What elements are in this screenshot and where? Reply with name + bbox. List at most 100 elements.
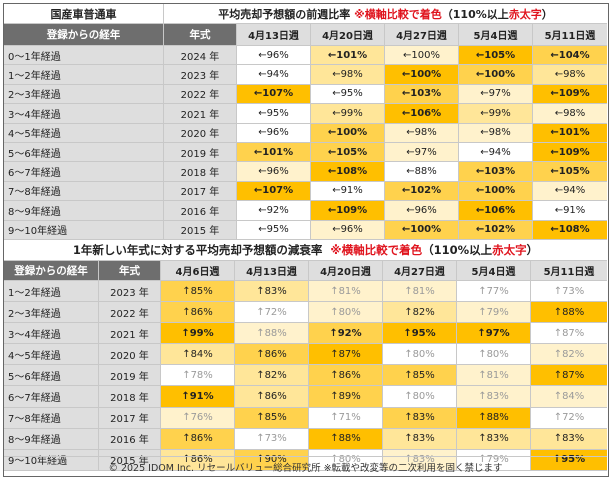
- report-panel: 国産車普通車 平均売却予想額の前週比率 ※横軸比較で着色 （110%以上 赤太字）…: [3, 3, 609, 477]
- ratio-cell: ←99%: [311, 104, 385, 124]
- ratio-cell: ←109%: [533, 142, 607, 163]
- weekly-header-row: 登録からの経年 年式 4月13日週 4月20日週 4月27日週 5月4日週 5月…: [4, 24, 607, 46]
- ratio-cell: ←101%: [533, 123, 607, 143]
- ratio-cell: ↑82%: [235, 365, 309, 387]
- ratio-cell: ←105%: [311, 142, 385, 163]
- ratio-cell: ↑73%: [235, 428, 309, 450]
- ratio-cell: ←98%: [533, 65, 607, 85]
- ratio-cell: ↑82%: [531, 344, 607, 366]
- ratio-cell: ←109%: [311, 201, 385, 221]
- ratio-value: ↑78%: [182, 369, 213, 381]
- ratio-cell: ←108%: [533, 220, 607, 240]
- ratio-value: ↑88%: [256, 327, 287, 339]
- ratio-value: ↑71%: [330, 412, 361, 424]
- age-label: 0～1年経過: [4, 46, 164, 66]
- age-label: 4～5年経過: [4, 344, 99, 366]
- ratio-cell: ↑95%: [531, 449, 607, 471]
- decay-table-title: 1年新しい年式に対する平均売却予想額の減衰率 ※横軸比較で着色 （110%以上 赤…: [4, 240, 607, 261]
- ratio-cell: ←100%: [459, 181, 533, 202]
- ratio-cell: ←100%: [459, 65, 533, 85]
- ratio-value: ←106%: [401, 107, 442, 119]
- ratio-value: ←108%: [327, 166, 368, 178]
- ratio-value: ↑86%: [182, 306, 213, 318]
- ratio-cell: ↑88%: [457, 407, 531, 429]
- ratio-cell: ↑83%: [383, 407, 457, 429]
- ratio-value: ↑80%: [330, 454, 361, 466]
- ratio-cell: ←96%: [237, 123, 311, 143]
- ratio-cell: ↑95%: [383, 323, 457, 345]
- ratio-value: ↑86%: [182, 454, 213, 466]
- ratio-value: ←97%: [480, 88, 511, 100]
- table-row: 3～4年経過 2021 年 ↑99% ↑88% ↑92% ↑95% ↑97% ↑87%: [4, 323, 607, 345]
- col-year-header: 年式: [99, 261, 161, 281]
- ratio-value: ←103%: [401, 88, 442, 100]
- ratio-cell: ↑89%: [309, 386, 383, 408]
- age-label: 2～3年経過: [4, 302, 99, 324]
- ratio-cell: ←96%: [237, 162, 311, 182]
- age-label: 6～7年経過: [4, 386, 99, 408]
- ratio-cell: ↑83%: [235, 281, 309, 303]
- ratio-cell: ←108%: [311, 162, 385, 182]
- ratio-cell: ↑80%: [457, 344, 531, 366]
- ratio-cell: ←97%: [385, 142, 459, 163]
- ratio-cell: ↑78%: [161, 365, 235, 387]
- week-header: 5月11日週: [531, 261, 607, 281]
- table-row: 8～9年経過 2016 年 ↑86% ↑73% ↑88% ↑83% ↑83% ↑83%: [4, 428, 607, 450]
- model-year-label: 2021 年: [164, 104, 237, 124]
- model-year-label: 2015 年: [164, 220, 237, 240]
- ratio-value: ↑90%: [256, 454, 287, 466]
- week-header: 4月6日週: [161, 261, 235, 281]
- ratio-cell: ↑86%: [161, 449, 235, 471]
- ratio-value: ↑87%: [553, 369, 585, 381]
- ratio-cell: ↑72%: [531, 407, 607, 429]
- copyright-footer: © 2025 IDOM Inc. リセールバリュー総合研究所 ※転載や改変等の二…: [4, 456, 607, 476]
- ratio-value: ↑77%: [478, 285, 509, 297]
- ratio-cell: ↑82%: [383, 302, 457, 324]
- ratio-cell: ↑97%: [457, 323, 531, 345]
- ratio-cell: ↑81%: [457, 365, 531, 387]
- ratio-value: ↑85%: [182, 285, 213, 297]
- ratio-cell: ↑83%: [457, 386, 531, 408]
- age-label: 1～2年経過: [4, 65, 164, 85]
- age-label: 2～3年経過: [4, 84, 164, 105]
- decay-title-main: 1年新しい年式に対する平均売却予想額の減衰率: [72, 243, 323, 257]
- weekly-title-row: 国産車普通車 平均売却予想額の前週比率 ※横軸比較で着色 （110%以上 赤太字）: [4, 4, 607, 24]
- ratio-cell: ←100%: [311, 123, 385, 143]
- ratio-cell: ←97%: [459, 84, 533, 105]
- model-year-label: 2020 年: [99, 344, 161, 366]
- table-row: 2～3年経過 2022 年 ↑86% ↑72% ↑80% ↑82% ↑79% ↑88%: [4, 302, 607, 324]
- ratio-cell: ↑77%: [457, 281, 531, 303]
- ratio-cell: ←98%: [385, 123, 459, 143]
- age-label: 3～4年経過: [4, 323, 99, 345]
- ratio-value: ←94%: [480, 146, 511, 158]
- ratio-cell: ↑79%: [457, 449, 531, 471]
- model-year-label: 2017 年: [164, 181, 237, 202]
- ratio-cell: ↑90%: [235, 449, 309, 471]
- ratio-value: ←100%: [401, 69, 442, 81]
- ratio-value: ↑89%: [330, 391, 361, 403]
- ratio-value: ←96%: [258, 127, 289, 139]
- ratio-value: ←94%: [258, 69, 289, 81]
- col-age-header: 登録からの経年: [4, 261, 99, 281]
- week-header: 5月4日週: [459, 24, 533, 46]
- age-label: 7～8年経過: [4, 181, 164, 202]
- age-label: 4～5年経過: [4, 123, 164, 143]
- ratio-value: ←102%: [401, 185, 442, 197]
- age-label: 6～7年経過: [4, 162, 164, 182]
- ratio-cell: ↑84%: [161, 344, 235, 366]
- ratio-value: ←99%: [332, 107, 363, 119]
- ratio-cell: ←100%: [385, 65, 459, 85]
- ratio-value: ←98%: [406, 127, 437, 139]
- ratio-value: ←100%: [403, 49, 440, 61]
- ratio-value: ←100%: [401, 224, 442, 236]
- ratio-value: ↑73%: [553, 285, 585, 297]
- table-row: 7～8年経過 2017 年 ←107% ←91% ←102% ←100% ←94%: [4, 181, 607, 202]
- ratio-cell: ←100%: [385, 46, 459, 66]
- table-row: 1～2年経過 2023 年 ↑85% ↑83% ↑81% ↑81% ↑77% ↑73%: [4, 281, 607, 303]
- ratio-value: ↑87%: [553, 327, 585, 339]
- ratio-cell: ←105%: [533, 162, 607, 182]
- ratio-cell: ←94%: [459, 142, 533, 163]
- model-year-label: 2019 年: [99, 365, 161, 387]
- ratio-cell: ←106%: [385, 104, 459, 124]
- ratio-value: ↑82%: [404, 306, 435, 318]
